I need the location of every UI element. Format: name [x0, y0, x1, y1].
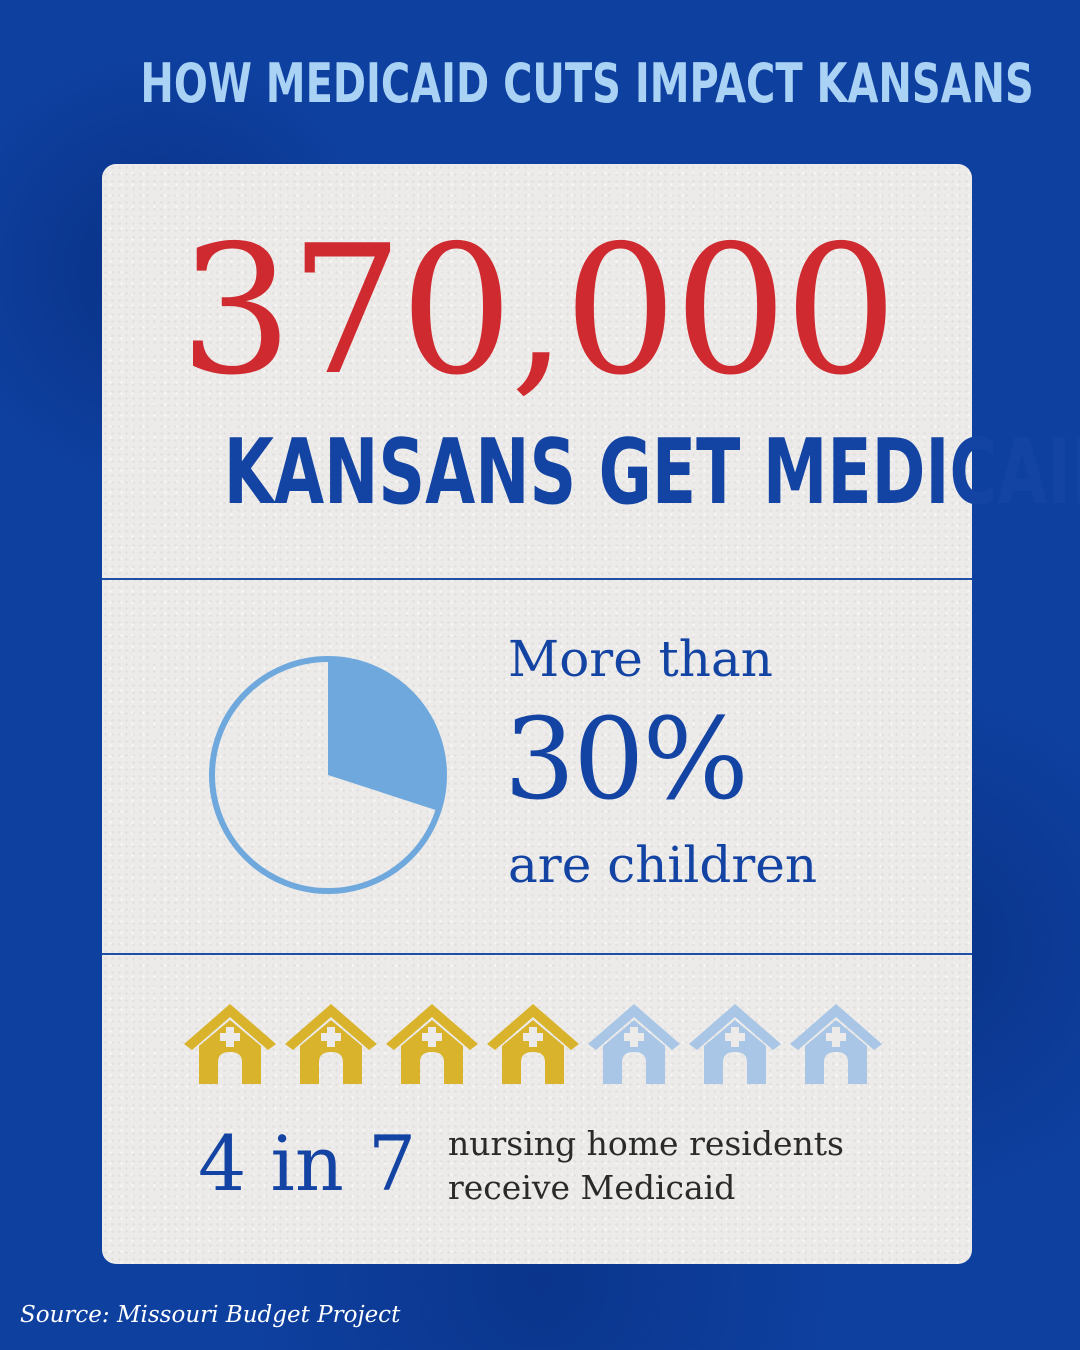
headline: HOW MEDICAID CUTS IMPACT KANSANS: [140, 52, 1034, 115]
nursing-home-icon-highlighted: [285, 1004, 377, 1084]
nursing-home-text-line1: nursing home residents: [448, 1124, 844, 1163]
nursing-home-icon-muted: [790, 1004, 882, 1084]
medicaid-enrollment-label: KANSANS GET MEDICAID: [223, 420, 1080, 525]
children-suffix: are children: [508, 836, 818, 894]
pie-outline: [209, 656, 447, 894]
children-prefix: More than: [508, 630, 773, 688]
nursing-home-icon-highlighted: [184, 1004, 276, 1084]
nursing-home-icon-muted: [588, 1004, 680, 1084]
children-percent: 30%: [504, 695, 749, 825]
nursing-home-icon-muted: [689, 1004, 781, 1084]
section-divider: [102, 953, 972, 955]
nursing-home-ratio: 4 in 7: [198, 1119, 417, 1208]
pie-slice-children: [328, 659, 444, 811]
pie-chart-icon: [209, 656, 447, 894]
nursing-home-text-line2: receive Medicaid: [448, 1167, 736, 1207]
section-divider: [102, 578, 972, 580]
nursing-home-icon-highlighted: [386, 1004, 478, 1084]
infographic-card: 370,000 KANSANS GET MEDICAID More than 3…: [102, 164, 1080, 1264]
nursing-home-icons: [182, 1000, 902, 1090]
nursing-home-icon-highlighted: [487, 1004, 579, 1084]
source-citation: Source: Missouri Budget Project: [20, 1302, 401, 1328]
medicaid-enrollment-number: 370,000: [179, 207, 897, 414]
nursing-home-description: nursing home residents receive Medicaid: [448, 1122, 844, 1209]
